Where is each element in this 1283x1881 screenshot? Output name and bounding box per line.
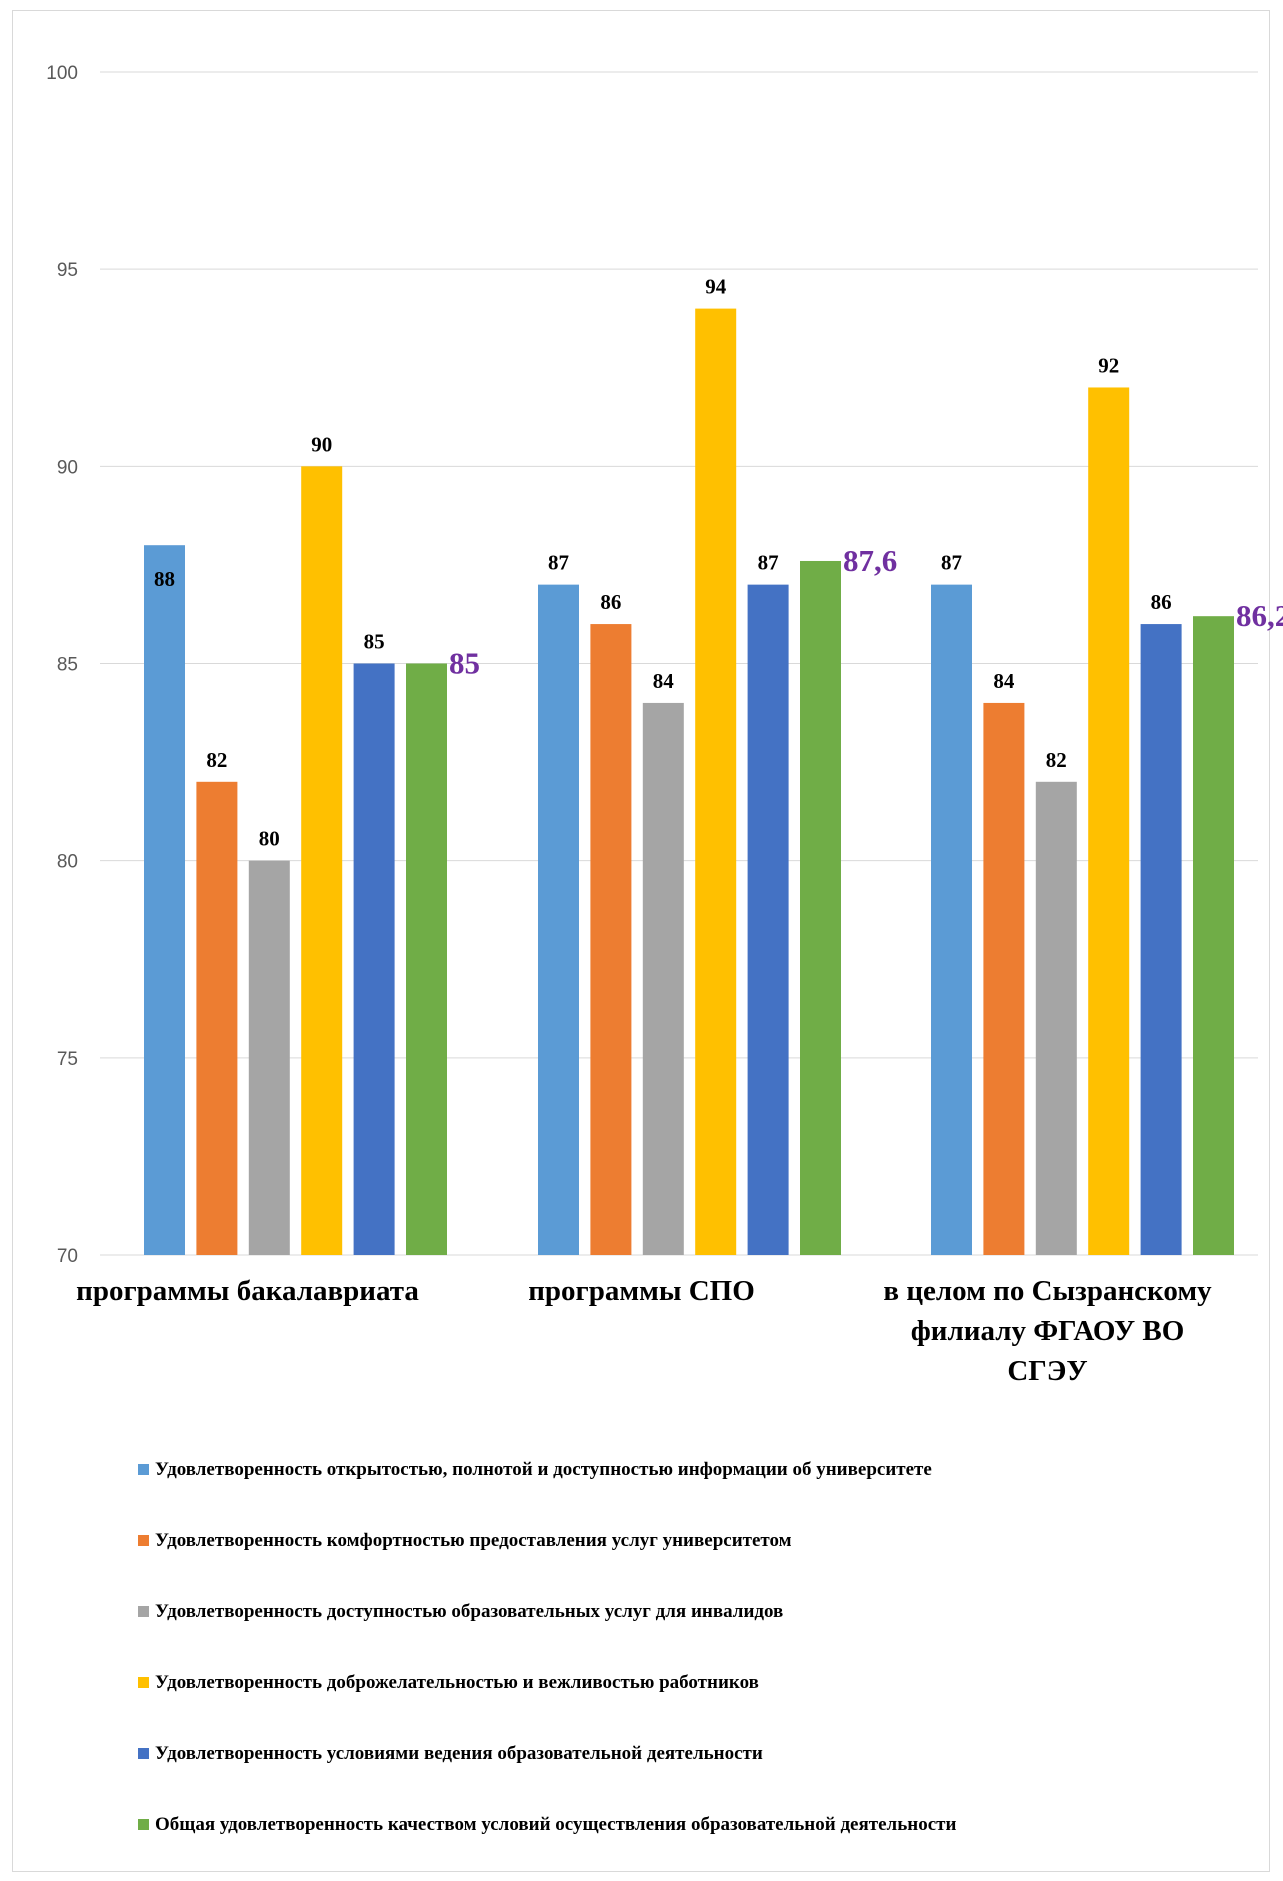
bar-5-2 — [747, 584, 789, 1255]
bar-2-3 — [983, 702, 1025, 1255]
data-label: 87 — [941, 551, 962, 575]
bar-4-2 — [695, 308, 737, 1256]
legend-item: Удовлетворенность доступностью образоват… — [138, 1576, 1258, 1647]
data-label: 87 — [548, 551, 569, 575]
data-label: 87,6 — [843, 543, 897, 578]
legend-swatch — [138, 1464, 149, 1475]
bar-6-1 — [406, 663, 447, 1255]
bar-5-1 — [353, 663, 395, 1255]
legend-label: Удовлетворенность условиями ведения обра… — [155, 1742, 763, 1764]
data-label: 80 — [259, 827, 280, 851]
data-label: 90 — [311, 432, 332, 456]
y-tick-label: 70 — [57, 1246, 78, 1267]
legend-item: Удовлетворенность условиями ведения обра… — [138, 1718, 1258, 1789]
bar-1-3 — [931, 584, 972, 1255]
data-label: 85 — [364, 630, 385, 654]
legend-swatch — [138, 1677, 149, 1688]
legend-swatch — [138, 1748, 149, 1759]
data-label: 84 — [993, 669, 1015, 693]
data-label: 85 — [449, 646, 480, 681]
y-tick-label: 75 — [57, 1049, 78, 1070]
data-label: 86 — [1151, 590, 1172, 614]
legend-label: Общая удовлетворенность качеством услови… — [155, 1813, 957, 1835]
bar-5-3 — [1140, 624, 1182, 1255]
category-label: в целом по Сызранскому — [883, 1275, 1212, 1307]
bar-3-3 — [1035, 781, 1077, 1255]
legend-item: Удовлетворенность открытостью, полнотой … — [138, 1434, 1258, 1505]
bar-4-1 — [301, 466, 343, 1255]
legend-item: Общая удовлетворенность качеством услови… — [138, 1789, 1258, 1860]
legend-label: Удовлетворенность открытостью, полнотой … — [155, 1458, 932, 1480]
bar-3-2 — [642, 702, 684, 1255]
data-label: 84 — [653, 669, 675, 693]
y-tick-label: 95 — [57, 260, 78, 281]
legend-item: Удовлетворенность доброжелательностью и … — [138, 1647, 1258, 1718]
y-tick-label: 100 — [46, 63, 78, 84]
legend-item: Удовлетворенность комфортностью предоста… — [138, 1505, 1258, 1576]
chart-legend: Удовлетворенность открытостью, полнотой … — [138, 1434, 1258, 1860]
bar-2-1 — [196, 781, 238, 1255]
data-label: 92 — [1098, 353, 1119, 377]
y-tick-label: 85 — [57, 655, 78, 676]
bar-6-3 — [1193, 616, 1234, 1255]
bar-4-3 — [1088, 387, 1130, 1255]
bar-1-2 — [538, 584, 579, 1255]
legend-swatch — [138, 1606, 149, 1617]
data-label: 86 — [600, 590, 621, 614]
category-label: программы бакалавриата — [76, 1275, 419, 1307]
category-label: программы СПО — [528, 1275, 755, 1307]
y-tick-label: 90 — [57, 457, 78, 478]
legend-swatch — [138, 1535, 149, 1546]
category-label: СГЭУ — [1007, 1355, 1087, 1387]
bar-2-2 — [590, 624, 632, 1255]
data-label: 88 — [154, 567, 175, 591]
legend-label: Удовлетворенность доступностью образоват… — [155, 1600, 784, 1622]
legend-label: Удовлетворенность доброжелательностью и … — [155, 1671, 759, 1693]
bar-3-1 — [248, 860, 290, 1255]
category-label: филиалу ФГАОУ ВО — [911, 1315, 1185, 1347]
data-label: 86,2 — [1236, 598, 1283, 633]
legend-swatch — [138, 1819, 149, 1830]
legend-label: Удовлетворенность комфортностью предоста… — [155, 1529, 792, 1551]
data-label: 82 — [1046, 748, 1067, 772]
data-label: 82 — [206, 748, 227, 772]
data-label: 94 — [705, 275, 727, 299]
bar-1-1 — [144, 545, 185, 1255]
data-label: 87 — [758, 551, 779, 575]
bar-6-2 — [800, 560, 841, 1255]
y-tick-label: 80 — [57, 852, 78, 873]
